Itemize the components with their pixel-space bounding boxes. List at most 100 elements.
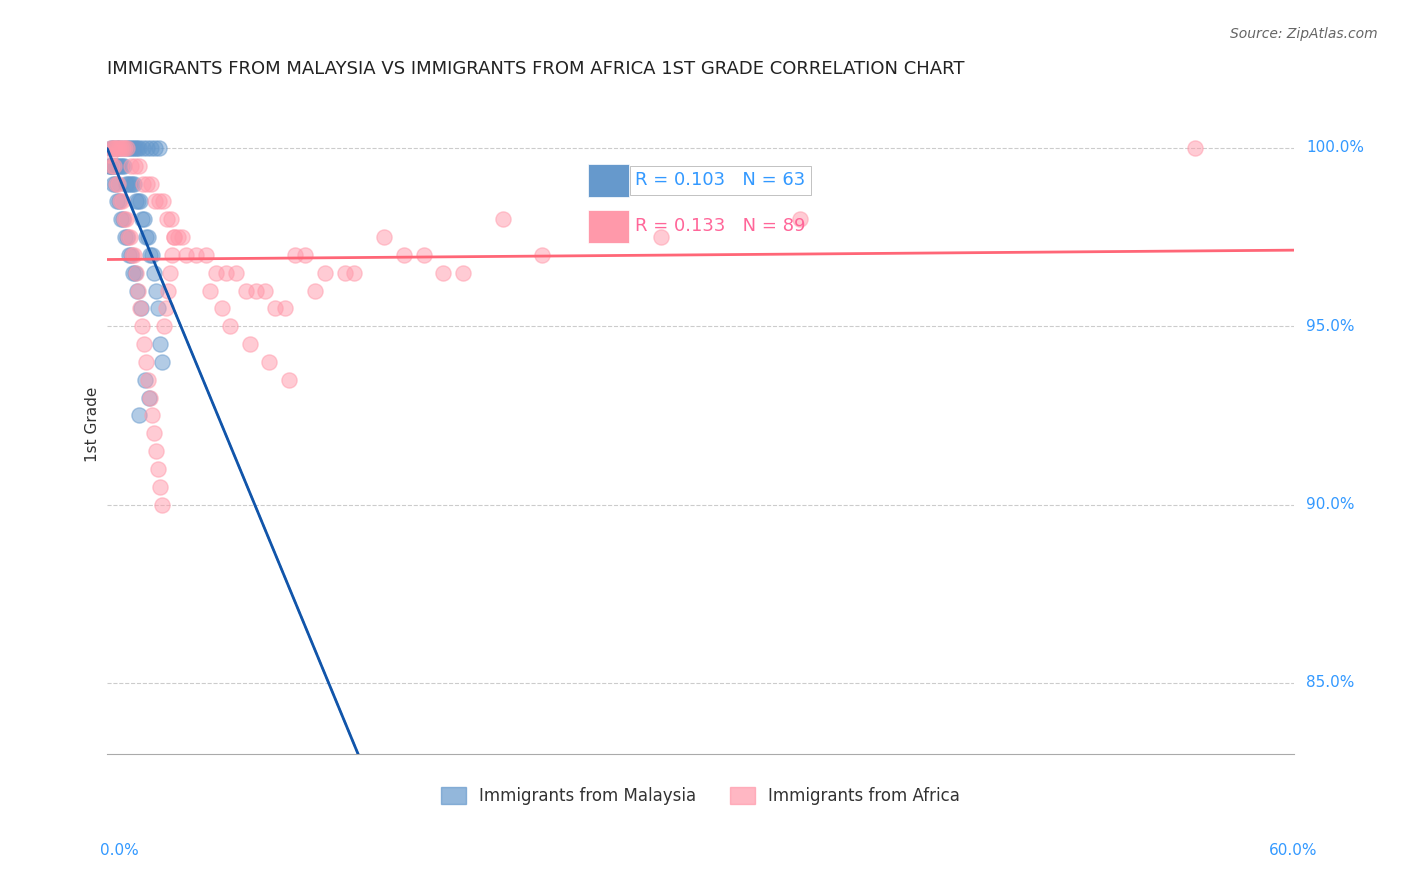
Immigrants from Africa [141, 409, 163, 423]
Immigrants from Malaysia [135, 141, 157, 155]
Immigrants from Africa [392, 248, 415, 262]
Immigrants from Africa [195, 248, 218, 262]
Immigrants from Malaysia [114, 230, 136, 244]
Immigrants from Malaysia [122, 266, 145, 280]
Immigrants from Africa [132, 337, 155, 351]
Immigrants from Malaysia [101, 159, 124, 173]
Immigrants from Malaysia [112, 212, 135, 227]
Immigrants from Malaysia [131, 212, 153, 227]
Immigrants from Africa [314, 266, 336, 280]
Immigrants from Africa [1184, 141, 1206, 155]
Immigrants from Malaysia [124, 266, 146, 280]
Immigrants from Africa [205, 266, 228, 280]
Text: 90.0%: 90.0% [1306, 497, 1354, 512]
Immigrants from Malaysia [122, 141, 145, 155]
Immigrants from Africa [245, 284, 267, 298]
Immigrants from Malaysia [136, 230, 159, 244]
Immigrants from Malaysia [101, 141, 124, 155]
Immigrants from Africa [152, 319, 174, 334]
Immigrants from Malaysia [105, 141, 128, 155]
Immigrants from Malaysia [138, 391, 160, 405]
Immigrants from Africa [162, 230, 184, 244]
Immigrants from Malaysia [148, 141, 170, 155]
Immigrants from Africa [115, 212, 138, 227]
Immigrants from Africa [225, 266, 247, 280]
Immigrants from Africa [150, 498, 173, 512]
Immigrants from Malaysia [111, 159, 134, 173]
Immigrants from Africa [103, 159, 125, 173]
Immigrants from Africa [155, 301, 177, 316]
Immigrants from Malaysia [105, 194, 128, 209]
Immigrants from Malaysia [132, 212, 155, 227]
Immigrants from Malaysia [100, 159, 122, 173]
Immigrants from Africa [149, 480, 172, 494]
FancyBboxPatch shape [588, 210, 630, 243]
Immigrants from Malaysia [122, 177, 145, 191]
FancyBboxPatch shape [588, 164, 630, 197]
Immigrants from Africa [105, 141, 128, 155]
Immigrants from Africa [143, 194, 166, 209]
Immigrants from Malaysia [112, 141, 135, 155]
Immigrants from Africa [110, 141, 132, 155]
Immigrants from Africa [136, 373, 159, 387]
Immigrants from Africa [343, 266, 366, 280]
Legend: Immigrants from Malaysia, Immigrants from Africa: Immigrants from Malaysia, Immigrants fro… [434, 780, 967, 812]
Immigrants from Africa [650, 230, 672, 244]
Immigrants from Malaysia [125, 194, 148, 209]
Immigrants from Africa [118, 230, 141, 244]
Immigrants from Africa [156, 284, 179, 298]
Immigrants from Malaysia [98, 159, 121, 173]
Immigrants from Africa [127, 284, 149, 298]
Immigrants from Africa [101, 141, 124, 155]
Immigrants from Malaysia [128, 141, 150, 155]
Immigrants from Malaysia [118, 141, 141, 155]
Immigrants from Africa [160, 248, 183, 262]
Immigrants from Malaysia [146, 301, 169, 316]
Immigrants from Africa [412, 248, 434, 262]
Immigrants from Africa [492, 212, 515, 227]
Immigrants from Malaysia [139, 141, 162, 155]
Immigrants from Malaysia [120, 141, 142, 155]
Immigrants from Africa [152, 194, 174, 209]
Immigrants from Malaysia [141, 248, 163, 262]
Immigrants from Africa [104, 141, 127, 155]
Immigrants from Africa [264, 301, 287, 316]
Immigrants from Malaysia [115, 141, 138, 155]
Immigrants from Malaysia [104, 177, 127, 191]
Immigrants from Africa [148, 194, 170, 209]
Immigrants from Africa [146, 462, 169, 476]
Immigrants from Africa [128, 301, 150, 316]
Immigrants from Africa [124, 159, 146, 173]
Immigrants from Africa [235, 284, 257, 298]
Immigrants from Malaysia [129, 301, 152, 316]
Immigrants from Africa [122, 248, 145, 262]
Immigrants from Malaysia [115, 177, 138, 191]
Immigrants from Malaysia [105, 159, 128, 173]
Immigrants from Africa [259, 355, 281, 369]
Text: 85.0%: 85.0% [1306, 675, 1354, 690]
Immigrants from Malaysia [139, 248, 162, 262]
Immigrants from Malaysia [128, 194, 150, 209]
Immigrants from Africa [254, 284, 277, 298]
Text: Source: ZipAtlas.com: Source: ZipAtlas.com [1230, 27, 1378, 41]
Immigrants from Africa [145, 444, 167, 458]
Immigrants from Africa [108, 194, 131, 209]
Immigrants from Malaysia [125, 284, 148, 298]
Immigrants from Africa [294, 248, 316, 262]
Immigrants from Africa [215, 266, 238, 280]
Immigrants from Africa [142, 426, 165, 441]
Immigrants from Malaysia [107, 159, 129, 173]
Immigrants from Africa [108, 141, 131, 155]
Immigrants from Africa [117, 230, 139, 244]
Immigrants from Africa [105, 177, 128, 191]
Immigrants from Africa [239, 337, 262, 351]
Immigrants from Malaysia [128, 409, 150, 423]
Immigrants from Africa [139, 391, 162, 405]
Immigrants from Africa [135, 355, 157, 369]
Immigrants from Malaysia [115, 230, 138, 244]
Immigrants from Malaysia [135, 230, 157, 244]
Immigrants from Africa [274, 301, 297, 316]
Immigrants from Africa [163, 230, 186, 244]
Immigrants from Africa [432, 266, 454, 280]
Immigrants from Africa [128, 159, 150, 173]
